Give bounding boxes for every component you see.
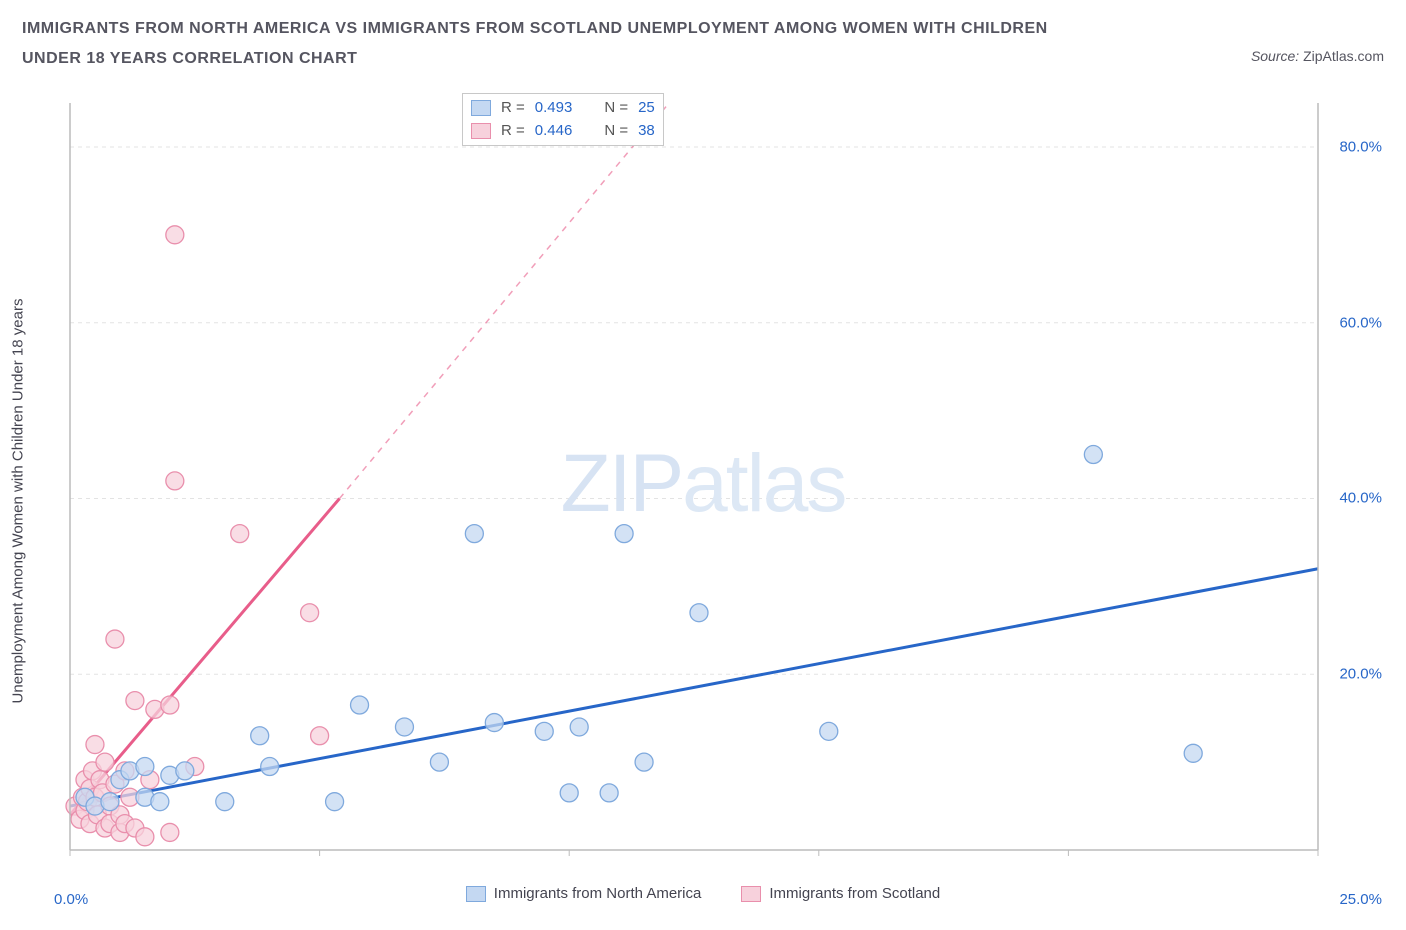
n-label-b: N = bbox=[604, 120, 628, 143]
series-legend: Immigrants from North America Immigrants… bbox=[22, 885, 1384, 902]
y-tick-label: 40.0% bbox=[1339, 490, 1382, 507]
legend-label-na: Immigrants from North America bbox=[494, 885, 702, 902]
y-tick-label: 60.0% bbox=[1339, 314, 1382, 331]
legend-item-scotland: Immigrants from Scotland bbox=[741, 885, 940, 902]
r-label-a: R = bbox=[501, 97, 525, 120]
legend-swatch-sc bbox=[741, 886, 761, 902]
legend-swatch-na bbox=[466, 886, 486, 902]
n-value-b: 38 bbox=[638, 120, 655, 143]
r-value-a: 0.493 bbox=[535, 97, 573, 120]
r-label-b: R = bbox=[501, 120, 525, 143]
legend-item-north-america: Immigrants from North America bbox=[466, 885, 702, 902]
n-label-a: N = bbox=[604, 97, 628, 120]
y-tick-label: 80.0% bbox=[1339, 138, 1382, 155]
x-axis-min-label: 0.0% bbox=[54, 891, 88, 908]
correlation-legend: R = 0.493 N = 25 R = 0.446 N = 38 bbox=[462, 93, 664, 146]
legend-row-series-a: R = 0.493 N = 25 bbox=[471, 97, 655, 120]
scatter-chart bbox=[22, 93, 1384, 908]
source-label: Source: bbox=[1251, 48, 1299, 64]
legend-swatch-blue bbox=[471, 100, 491, 116]
source-name: ZipAtlas.com bbox=[1303, 48, 1384, 64]
chart-source: Source: ZipAtlas.com bbox=[1251, 14, 1384, 64]
chart-header: IMMIGRANTS FROM NORTH AMERICA VS IMMIGRA… bbox=[0, 0, 1406, 81]
legend-swatch-pink bbox=[471, 123, 491, 139]
x-axis-max-label: 25.0% bbox=[1339, 891, 1382, 908]
r-value-b: 0.446 bbox=[535, 120, 573, 143]
chart-area: Unemployment Among Women with Children U… bbox=[22, 93, 1384, 908]
legend-row-series-b: R = 0.446 N = 38 bbox=[471, 120, 655, 143]
legend-label-sc: Immigrants from Scotland bbox=[769, 885, 940, 902]
chart-title: IMMIGRANTS FROM NORTH AMERICA VS IMMIGRA… bbox=[22, 14, 1102, 73]
n-value-a: 25 bbox=[638, 97, 655, 120]
y-tick-label: 20.0% bbox=[1339, 666, 1382, 683]
